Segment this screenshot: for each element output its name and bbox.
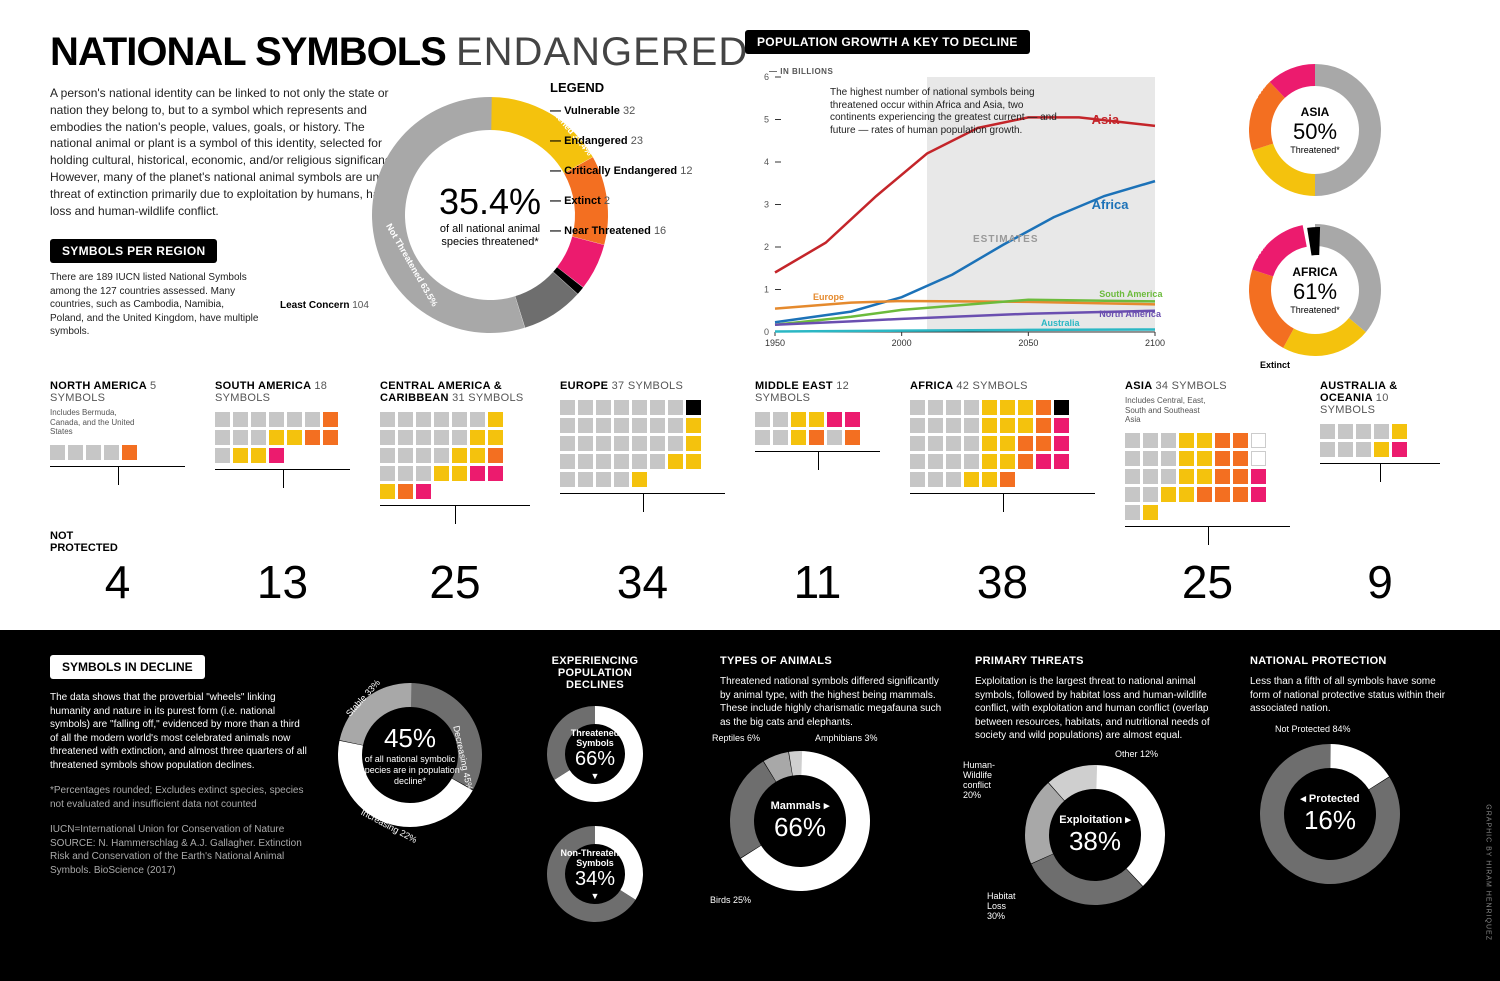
svg-text:1: 1: [764, 285, 769, 295]
mini-donut: Threatened Symbols66%▼: [540, 699, 650, 809]
legend-title: LEGEND: [550, 80, 720, 95]
symbols-per-region-pill: SYMBOLS PER REGION: [50, 239, 217, 263]
svg-text:1950: 1950: [765, 338, 785, 348]
region-row: NORTH AMERICA 5 SYMBOLSIncludes Bermuda,…: [50, 380, 1450, 545]
legend-item: — Endangered 23: [550, 135, 720, 147]
region-australia-oceania: AUSTRALIA & OCEANIA 10 SYMBOLS: [1320, 380, 1440, 545]
graphic-credit: GRAPHIC BY HIRAM HENRIQUEZ: [1485, 804, 1492, 941]
population-pill: POPULATION GROWTH A KEY TO DECLINE: [745, 30, 1030, 54]
not-protected-label: NOTPROTECTED: [50, 530, 118, 554]
mini-donuts: EXPERIENCING POPULATION DECLINES Threate…: [530, 655, 660, 929]
title-bold: NATIONAL SYMBOLS: [50, 30, 446, 74]
legend-item: — Near Threatened 16: [550, 225, 720, 237]
series-label: Africa: [1092, 197, 1129, 212]
symbols-per-region: SYMBOLS PER REGION There are 189 IUCN li…: [50, 239, 280, 339]
protection-col: NATIONAL PROTECTION Less than a fifth of…: [1250, 655, 1450, 894]
svg-text:5: 5: [764, 115, 769, 125]
region-not-protected-count: 25: [380, 555, 530, 609]
decline-foot2: IUCN=International Union for Conservatio…: [50, 823, 310, 877]
region-not-protected-count: 34: [560, 555, 725, 609]
legend-item: — Critically Endangered 12: [550, 165, 720, 177]
mini-donut: Non-Threatened Symbols34%▼: [540, 819, 650, 929]
svg-text:2100: 2100: [1145, 338, 1165, 348]
threats-donut: Exploitation ▸ 38% Human- Wildlife confl…: [1015, 755, 1175, 915]
decline-donut: 45% of all national symbolic species are…: [330, 675, 490, 835]
symbols-per-region-text: There are 189 IUCN listed National Symbo…: [50, 271, 260, 339]
region-south-america: SOUTH AMERICA 18 SYMBOLS: [215, 380, 350, 545]
region-not-protected-count: 25: [1125, 555, 1290, 609]
protection-donut: ◂ Protected 16% Not Protected 84%: [1250, 734, 1410, 894]
svg-text:2050: 2050: [1018, 338, 1038, 348]
legend-least-concern: Least Concern 104: [280, 300, 369, 311]
region-not-protected-count: 13: [215, 555, 350, 609]
decline-foot1: *Percentages rounded; Excludes extinct s…: [50, 784, 310, 811]
infographic-page: NATIONAL SYMBOLS ENDANGERED A person's n…: [0, 0, 1500, 981]
population-annot: The highest number of national symbols b…: [830, 87, 1060, 137]
threats-col: PRIMARY THREATS Exploitation is the larg…: [975, 655, 1225, 915]
region-north-america: NORTH AMERICA 5 SYMBOLSIncludes Bermuda,…: [50, 380, 185, 545]
top-section: NATIONAL SYMBOLS ENDANGERED A person's n…: [0, 0, 1500, 630]
continent-donut: ASIA50%Threatened*Not ThreatenedThreaten…: [1230, 50, 1400, 210]
svg-text:2: 2: [764, 242, 769, 252]
main-donut-sub: of all national animal species threatene…: [430, 223, 550, 249]
region-not-protected-count: 11: [755, 555, 880, 609]
not-protected-numbers: 4 13 25 34 11 38 25 9: [50, 555, 1450, 609]
continent-donut: AFRICA61%Threatened*Not ThreatenedThreat…: [1230, 210, 1400, 370]
decline-donut-wrap: 45% of all national symbolic species are…: [330, 675, 490, 835]
series-label: Asia: [1092, 112, 1119, 127]
svg-text:2000: 2000: [892, 338, 912, 348]
types-col: TYPES OF ANIMALS Threatened national sym…: [720, 655, 950, 901]
symbols-in-decline: SYMBOLS IN DECLINE The data shows that t…: [50, 655, 320, 877]
series-label: Europe: [813, 292, 844, 302]
svg-text:0: 0: [764, 327, 769, 337]
region-not-protected-count: 38: [910, 555, 1095, 609]
svg-text:4: 4: [764, 157, 769, 167]
decline-pill: SYMBOLS IN DECLINE: [50, 655, 205, 679]
series-label: South America: [1099, 289, 1162, 299]
population-growth-block: POPULATION GROWTH A KEY TO DECLINE — IN …: [745, 30, 1215, 354]
decline-text: The data shows that the proverbial "whee…: [50, 691, 310, 772]
in-billions-label: — IN BILLIONS: [769, 67, 833, 76]
series-label: North America: [1099, 309, 1161, 319]
region-africa: AFRICA 42 SYMBOLS: [910, 380, 1095, 545]
region-asia: ASIA 34 SYMBOLSIncludes Central, East, S…: [1125, 380, 1290, 545]
types-donut: Mammals ▸ 66% Reptiles 6%Amphibians 3%Bi…: [720, 741, 880, 901]
title-light: ENDANGERED: [456, 30, 748, 74]
region-europe: EUROPE 37 SYMBOLS: [560, 380, 725, 545]
svg-text:3: 3: [764, 200, 769, 210]
main-donut-pct: 35.4%: [439, 181, 541, 223]
region-middle-east: MIDDLE EAST 12 SYMBOLS: [755, 380, 880, 545]
series-label: Australia: [1041, 318, 1080, 328]
region-central-america-caribbean: CENTRAL AMERICA & CARIBBEAN 31 SYMBOLS: [380, 380, 530, 545]
region-not-protected-count: 9: [1320, 555, 1440, 609]
legend: LEGEND — Vulnerable 32 — Endangered 23 — C…: [550, 80, 720, 255]
continent-donuts: ASIA50%Threatened*Not ThreatenedThreaten…: [1230, 50, 1450, 370]
mini-title: EXPERIENCING POPULATION DECLINES: [530, 655, 660, 691]
legend-item: — Extinct 2: [550, 195, 720, 207]
bottom-section: SYMBOLS IN DECLINE The data shows that t…: [0, 630, 1500, 981]
region-not-protected-count: 4: [50, 555, 185, 609]
legend-item: — Vulnerable 32: [550, 105, 720, 117]
population-chart: — IN BILLIONS 01234561950200020502100 Th…: [745, 69, 1175, 354]
